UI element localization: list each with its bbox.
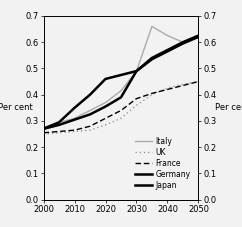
Germany [120, 96, 122, 99]
Japan [120, 74, 122, 76]
Line: UK: UK [44, 81, 198, 134]
Germany [151, 57, 153, 59]
Line: Italy: Italy [44, 26, 198, 128]
France [89, 125, 91, 128]
France [73, 129, 76, 131]
Japan [58, 121, 60, 124]
Germany [135, 70, 138, 72]
Japan [89, 93, 91, 96]
Japan [182, 42, 184, 45]
Germany [182, 41, 184, 44]
Italy [197, 34, 200, 37]
Italy [42, 126, 45, 129]
Germany [89, 113, 91, 116]
Legend: Italy, UK, France, Germany, Japan: Italy, UK, France, Germany, Japan [134, 136, 191, 190]
France [166, 88, 169, 91]
UK [42, 133, 45, 136]
Japan [42, 128, 45, 130]
Italy [120, 89, 122, 92]
UK [135, 104, 138, 106]
Line: Germany: Germany [44, 36, 198, 129]
Germany [104, 105, 107, 108]
Japan [166, 50, 169, 53]
Italy [135, 70, 138, 72]
UK [58, 131, 60, 134]
Japan [135, 70, 138, 72]
Germany [58, 123, 60, 126]
Japan [151, 58, 153, 61]
France [120, 109, 122, 112]
UK [151, 93, 153, 96]
Japan [197, 36, 200, 38]
Japan [73, 106, 76, 109]
Germany [166, 49, 169, 51]
Italy [73, 117, 76, 120]
Germany [42, 128, 45, 130]
UK [89, 129, 91, 131]
UK [120, 117, 122, 120]
France [42, 131, 45, 134]
UK [104, 123, 107, 126]
Italy [104, 101, 107, 104]
Germany [73, 118, 76, 121]
Germany [197, 34, 200, 37]
France [197, 80, 200, 83]
Line: France: France [44, 81, 198, 133]
UK [197, 80, 200, 83]
UK [166, 87, 169, 89]
Italy [166, 34, 169, 37]
France [58, 130, 60, 133]
Italy [182, 41, 184, 44]
France [104, 117, 107, 120]
UK [182, 83, 184, 86]
France [151, 92, 153, 95]
Japan [104, 78, 107, 80]
France [135, 97, 138, 100]
Text: Per cent: Per cent [0, 103, 33, 112]
Italy [89, 109, 91, 112]
Text: Per cent: Per cent [215, 103, 242, 112]
UK [73, 130, 76, 133]
Italy [58, 121, 60, 124]
Line: Japan: Japan [44, 37, 198, 129]
France [182, 84, 184, 87]
Italy [151, 25, 153, 28]
